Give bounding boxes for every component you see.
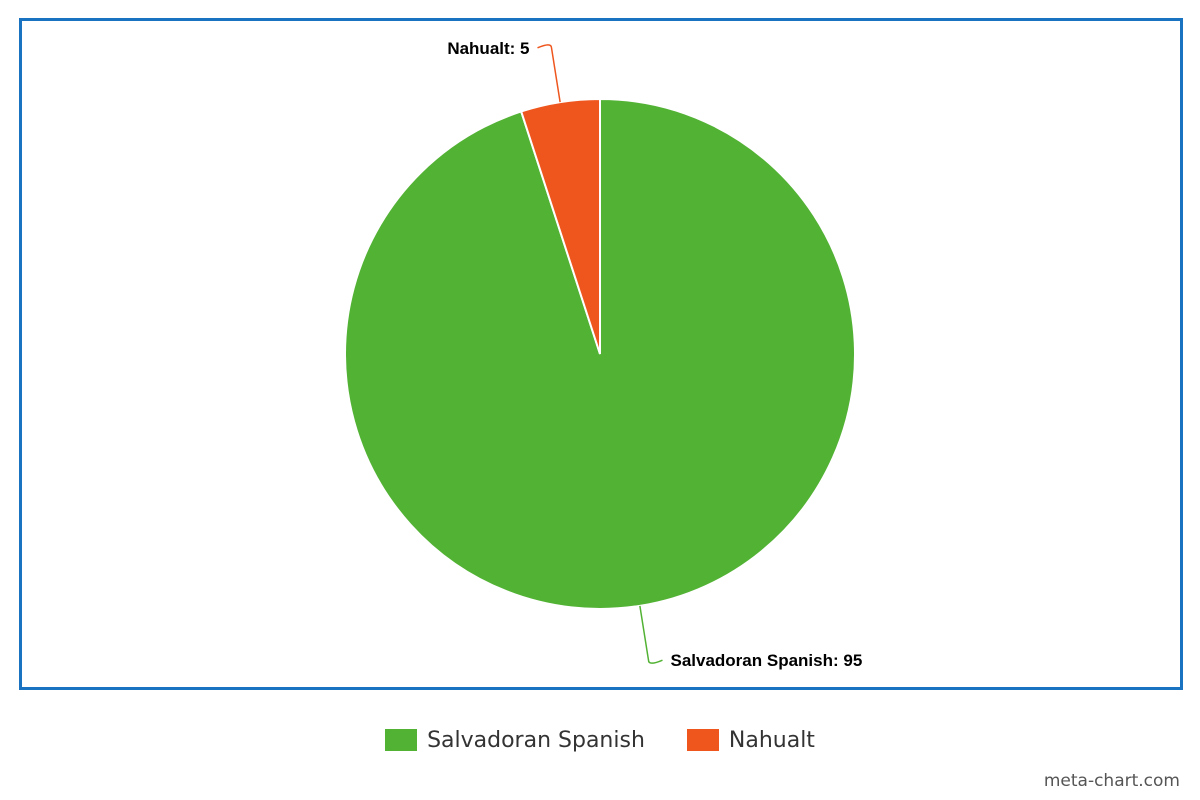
legend-item-nahualt[interactable]: Nahualt	[686, 727, 815, 753]
legend-swatch-nahualt	[686, 729, 719, 751]
label-connector-nahualt	[537, 44, 561, 103]
legend-label: Salvadoran Spanish	[427, 727, 645, 753]
legend: Salvadoran Spanish Nahualt	[0, 724, 1200, 756]
legend-swatch-salvadoran-spanish	[385, 729, 418, 751]
pie-slice-salvadoran-spanish[interactable]	[344, 97, 856, 610]
legend-item-salvadoran-spanish[interactable]: Salvadoran Spanish	[385, 728, 645, 753]
label-connector-salvadoran-spanish	[639, 605, 663, 664]
pie-slice-nahualt[interactable]	[519, 97, 601, 355]
watermark: meta-chart.com	[1043, 771, 1180, 791]
data-label-salvadoran-spanish: Salvadoran Spanish: 95	[670, 651, 862, 670]
legend-label: Nahualt	[728, 727, 815, 753]
data-label-nahualt: Nahualt: 5	[447, 39, 529, 58]
